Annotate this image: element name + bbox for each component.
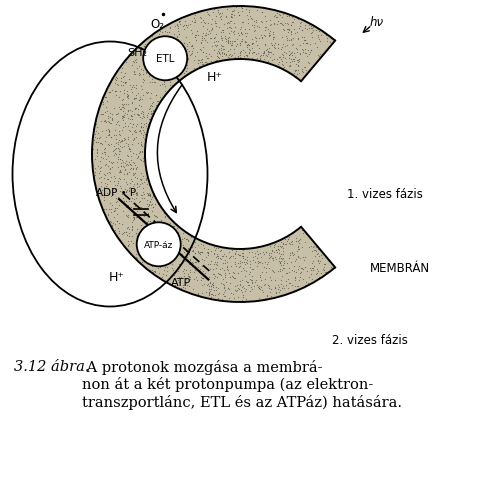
- Text: 3.12 ábra.: 3.12 ábra.: [14, 359, 89, 373]
- Text: ETL: ETL: [156, 54, 174, 64]
- Text: H⁺: H⁺: [109, 270, 124, 283]
- Text: SH₂: SH₂: [127, 48, 147, 58]
- Circle shape: [143, 37, 187, 81]
- FancyArrowPatch shape: [157, 86, 181, 213]
- Text: hν: hν: [369, 15, 383, 29]
- Text: MEMBRÁN: MEMBRÁN: [369, 261, 429, 274]
- Text: A protonok mozgása a membrá-
non át a két protonpumpa (az elektron-
transzportlá: A protonok mozgása a membrá- non át a ké…: [82, 359, 401, 409]
- Text: H⁺: H⁺: [207, 71, 223, 84]
- Circle shape: [136, 223, 180, 267]
- Text: ATP: ATP: [170, 278, 190, 287]
- Text: ADP • Pᵢ: ADP • Pᵢ: [96, 188, 137, 198]
- Text: ATP-áz: ATP-áz: [144, 240, 173, 249]
- Text: 2. vizes fázis: 2. vizes fázis: [331, 333, 407, 346]
- Wedge shape: [92, 7, 335, 302]
- Text: 1. vizes fázis: 1. vizes fázis: [346, 188, 422, 201]
- Text: O₂: O₂: [150, 18, 164, 30]
